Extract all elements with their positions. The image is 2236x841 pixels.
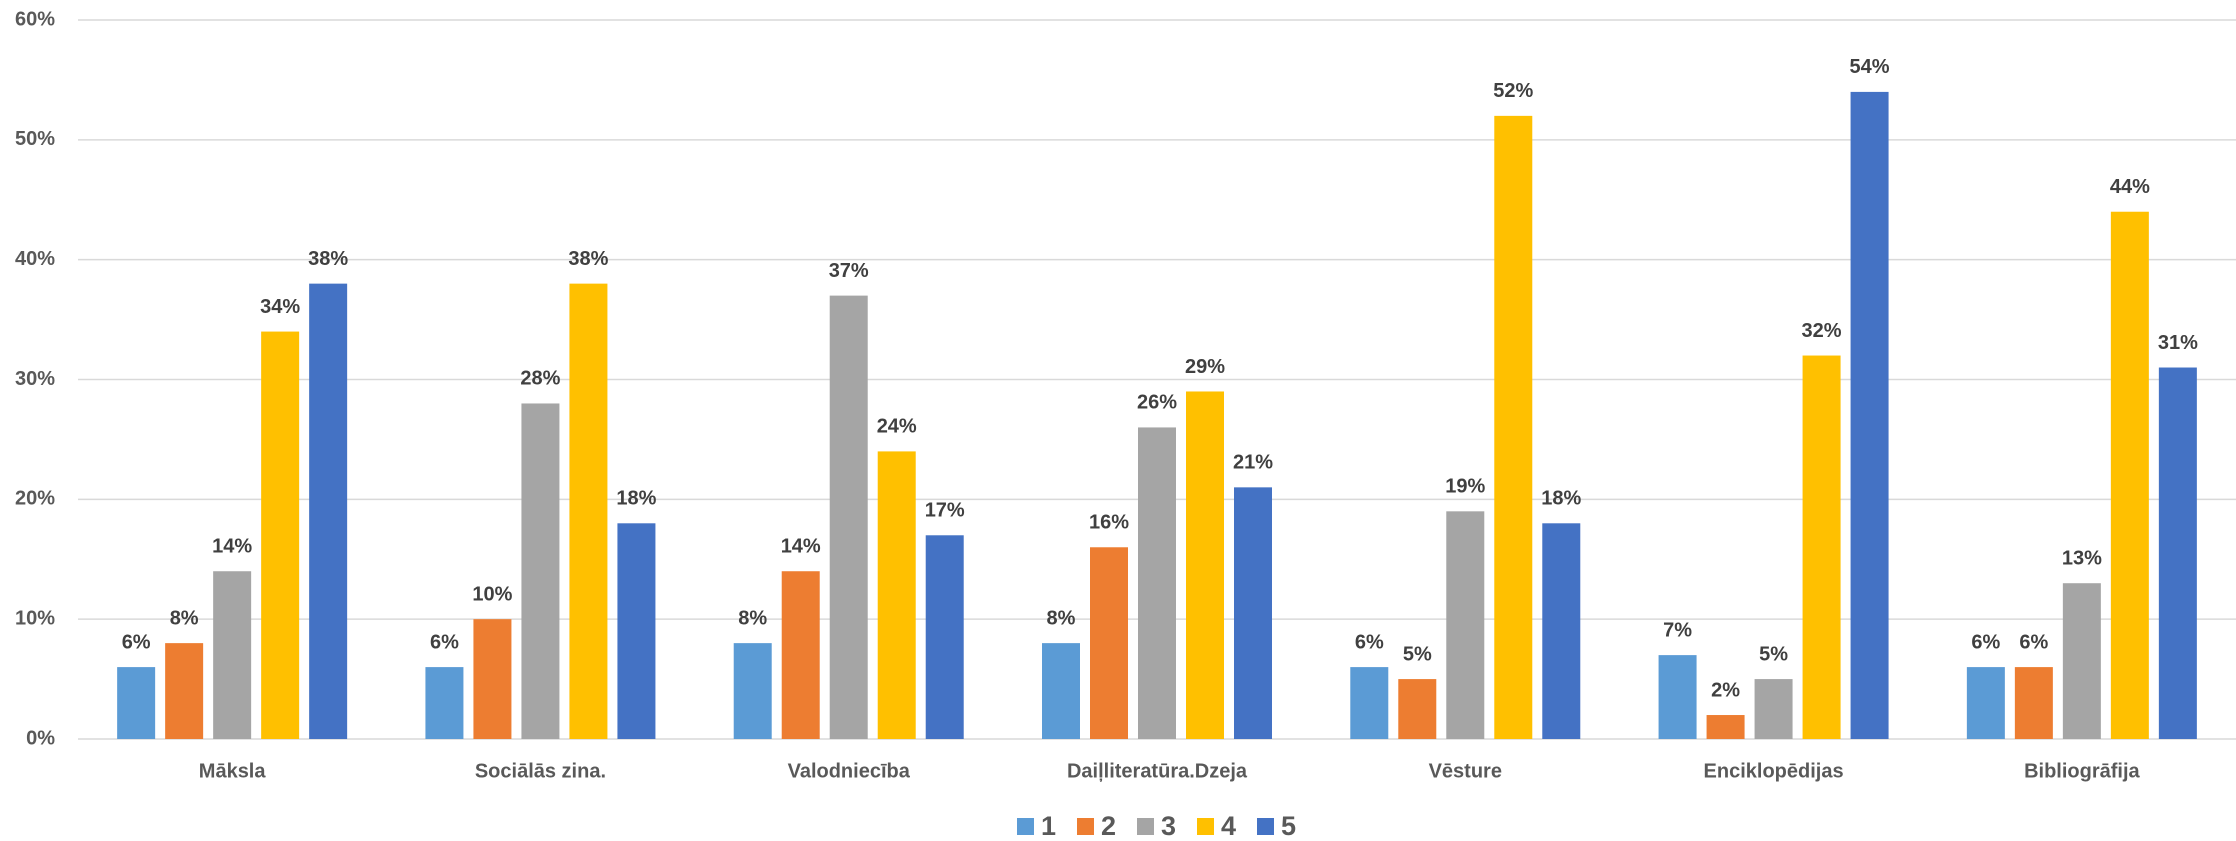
data-label: 38%: [308, 248, 348, 270]
data-label: 18%: [1541, 488, 1581, 510]
bar: [1398, 679, 1437, 739]
bar: [1234, 487, 1272, 739]
data-label: 28%: [520, 368, 560, 390]
data-label: 6%: [2019, 631, 2048, 653]
data-label: 16%: [1089, 512, 1129, 534]
bar: [1138, 427, 1176, 739]
bar: [2014, 667, 2053, 739]
legend-label: 4: [1221, 811, 1236, 841]
y-tick-label: 40%: [15, 248, 55, 270]
bar: [2110, 211, 2149, 739]
bar: [925, 535, 964, 739]
bar: [1706, 715, 1745, 739]
x-tick-label: Valodniecība: [788, 760, 911, 782]
bar: [1042, 643, 1080, 739]
data-label: 26%: [1137, 392, 1177, 414]
data-label: 54%: [1850, 56, 1890, 78]
data-label: 10%: [472, 583, 512, 605]
data-label: 6%: [1355, 631, 1384, 653]
bar: [829, 295, 868, 739]
data-label: 19%: [1445, 476, 1485, 498]
bar: [309, 283, 348, 739]
legend-label: 1: [1041, 811, 1056, 841]
data-label: 24%: [877, 416, 917, 438]
data-label: 8%: [738, 607, 767, 629]
bar: [1446, 511, 1485, 739]
bar: [1350, 667, 1389, 739]
data-label: 14%: [781, 536, 821, 558]
bar: [213, 571, 252, 739]
bar: [1850, 91, 1889, 739]
x-tick-label: Bibliogrāfija: [2024, 760, 2140, 782]
bar: [1802, 355, 1841, 739]
data-label: 2%: [1711, 679, 1740, 701]
data-label: 21%: [1233, 452, 1273, 474]
y-tick-label: 30%: [15, 368, 55, 390]
data-label: 6%: [122, 631, 151, 653]
bar: [473, 619, 512, 739]
data-label: 5%: [1759, 643, 1788, 665]
bar: [1754, 679, 1793, 739]
data-label: 13%: [2062, 547, 2102, 569]
bar: [617, 523, 656, 739]
bar: [1658, 655, 1697, 739]
legend-swatch: [1017, 818, 1034, 835]
bar: [877, 451, 916, 739]
legend-swatch: [1257, 818, 1274, 835]
data-label: 18%: [616, 488, 656, 510]
x-tick-label: Enciklopēdijas: [1704, 760, 1844, 782]
bar: [261, 331, 300, 739]
bar: [1494, 115, 1533, 739]
data-label: 7%: [1663, 619, 1692, 641]
bar: [2062, 583, 2101, 739]
bar: [521, 403, 560, 739]
legend-swatch: [1077, 818, 1094, 835]
data-label: 5%: [1403, 643, 1432, 665]
data-label: 6%: [430, 631, 459, 653]
bar: [2158, 367, 2197, 739]
y-tick-label: 0%: [26, 727, 55, 749]
legend-label: 2: [1101, 811, 1116, 841]
y-tick-label: 50%: [15, 128, 55, 150]
legend-label: 3: [1161, 811, 1176, 841]
bar: [569, 283, 608, 739]
bar: [117, 667, 156, 739]
data-label: 32%: [1802, 320, 1842, 342]
bar: [1966, 667, 2005, 739]
data-label: 29%: [1185, 356, 1225, 378]
bar: [1186, 391, 1224, 739]
data-label: 44%: [2110, 176, 2150, 198]
data-label: 8%: [170, 607, 199, 629]
legend-label: 5: [1281, 811, 1296, 841]
legend-swatch: [1137, 818, 1154, 835]
data-label: 52%: [1493, 80, 1533, 102]
data-label: 6%: [1971, 631, 2000, 653]
data-label: 38%: [568, 248, 608, 270]
bar: [165, 643, 204, 739]
data-label: 37%: [829, 260, 869, 282]
data-label: 14%: [212, 536, 252, 558]
y-tick-label: 10%: [15, 607, 55, 629]
x-tick-label: Vēsture: [1429, 760, 1502, 782]
bar: [425, 667, 464, 739]
bar: [733, 643, 772, 739]
y-tick-label: 20%: [15, 488, 55, 510]
bar: [1542, 523, 1581, 739]
data-label: 17%: [925, 500, 965, 522]
data-label: 31%: [2158, 332, 2198, 354]
data-label: 8%: [1047, 607, 1076, 629]
x-tick-label: Daiļliteratūra.Dzeja: [1067, 760, 1248, 782]
x-tick-label: Māksla: [199, 760, 267, 782]
bar: [781, 571, 820, 739]
bar: [1090, 547, 1128, 739]
x-tick-label: Sociālās zina.: [475, 760, 606, 782]
data-label: 34%: [260, 296, 300, 318]
legend-swatch: [1197, 818, 1214, 835]
y-tick-label: 60%: [15, 8, 55, 30]
